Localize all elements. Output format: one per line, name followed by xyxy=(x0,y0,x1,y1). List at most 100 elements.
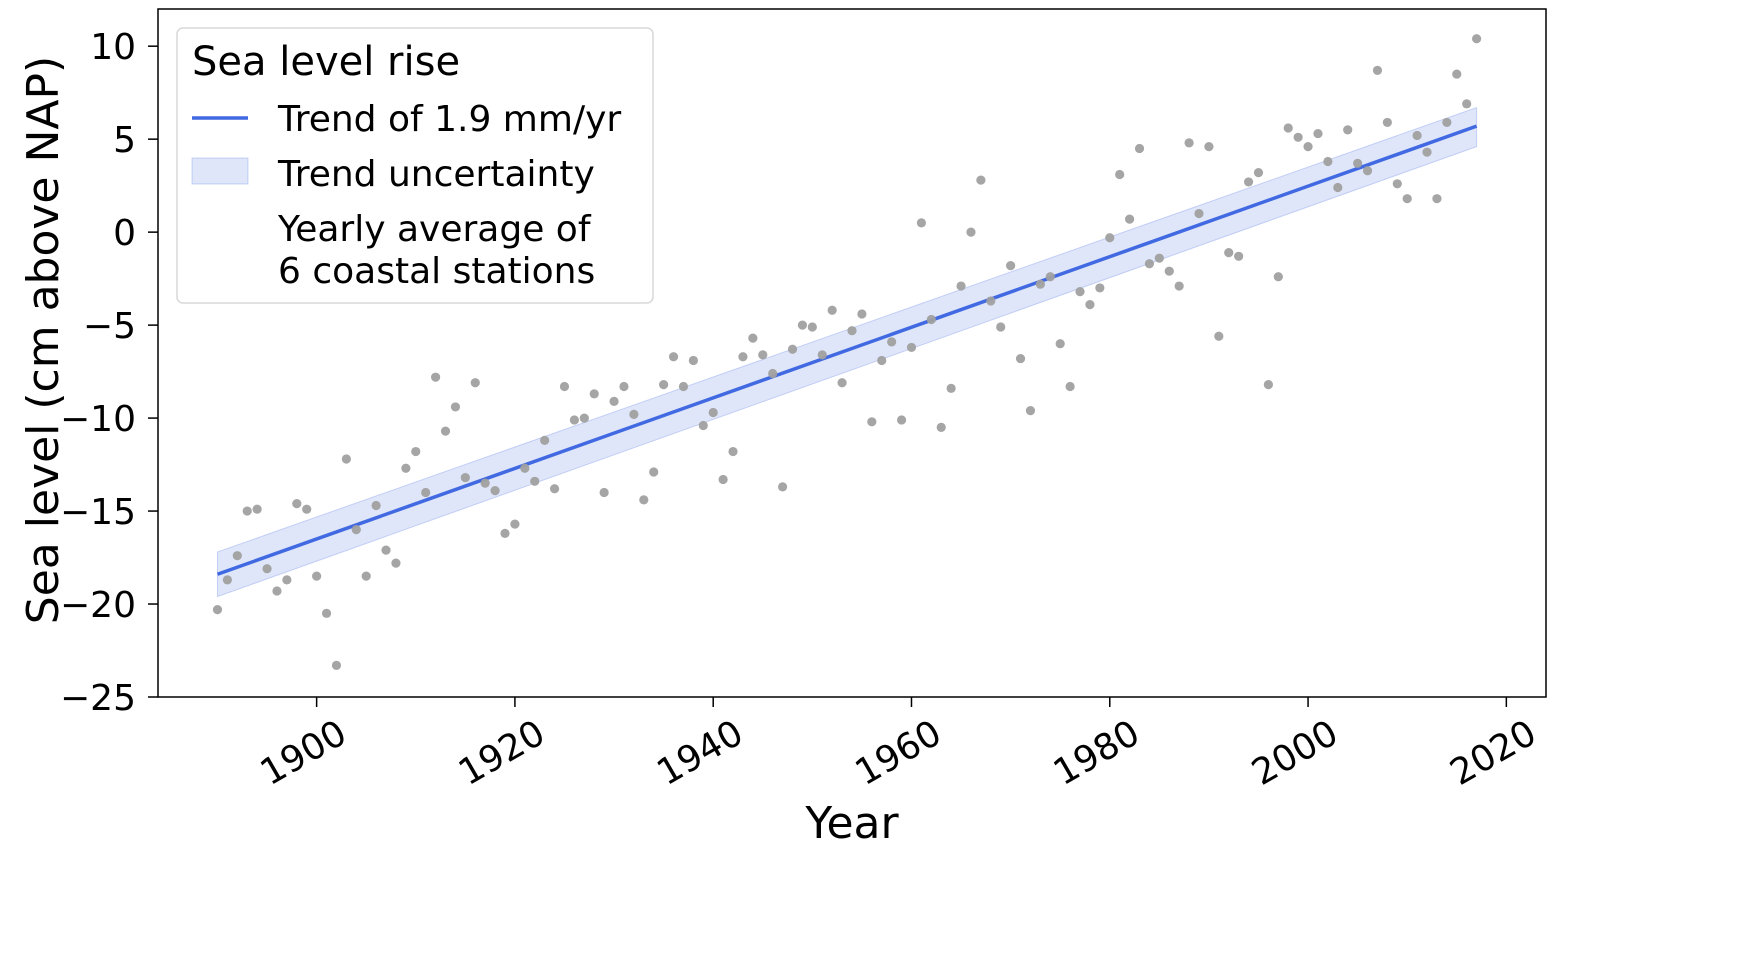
data-point xyxy=(1402,194,1412,204)
data-point xyxy=(817,350,827,360)
data-point xyxy=(1392,179,1402,189)
data-point xyxy=(797,320,808,330)
x-tick-label: 2000 xyxy=(1245,713,1345,794)
data-point xyxy=(1372,65,1383,75)
trend-line xyxy=(216,124,1478,576)
data-point xyxy=(986,296,996,306)
data-point xyxy=(956,281,966,291)
data-point xyxy=(996,322,1006,332)
data-point xyxy=(1164,266,1174,276)
data-point xyxy=(470,378,480,388)
data-point xyxy=(1283,123,1293,133)
y-axis-ticks: 10 5 0 −5 −10 −15 −20 −25 xyxy=(60,27,158,719)
data-point xyxy=(1412,130,1422,141)
data-point xyxy=(371,500,381,511)
data-point xyxy=(1422,147,1432,157)
data-point xyxy=(678,381,689,392)
x-tick-label: 1940 xyxy=(650,713,750,794)
data-point xyxy=(1045,272,1055,282)
data-point xyxy=(1382,117,1392,128)
data-point xyxy=(1442,117,1452,128)
data-point xyxy=(262,564,272,574)
data-point xyxy=(490,486,500,496)
data-point xyxy=(609,396,619,406)
y-tick-label: −5 xyxy=(83,306,136,347)
x-axis-label: Year xyxy=(804,798,899,849)
data-point xyxy=(1154,253,1164,263)
data-point xyxy=(619,381,629,392)
data-point xyxy=(867,417,877,427)
data-point xyxy=(381,545,391,555)
data-point xyxy=(807,322,817,332)
data-point xyxy=(906,342,917,353)
data-point xyxy=(569,415,580,425)
data-point xyxy=(976,175,986,185)
data-point xyxy=(926,314,936,325)
data-point xyxy=(649,467,659,477)
x-tick-label: 1960 xyxy=(849,713,949,794)
data-point xyxy=(827,305,837,315)
data-point xyxy=(331,660,342,670)
legend-points-label-line-2: 6 coastal stations xyxy=(278,251,595,292)
data-point xyxy=(1452,69,1462,79)
legend: Sea level rise Trend of 1.9 mm/yr Trend … xyxy=(176,27,654,304)
data-point xyxy=(787,344,798,354)
data-point xyxy=(1174,281,1184,291)
data-point xyxy=(946,383,956,393)
data-point xyxy=(579,413,589,423)
data-point xyxy=(460,472,470,483)
trend-uncertainty-band xyxy=(216,106,1478,598)
data-point xyxy=(728,446,738,457)
data-point xyxy=(1214,331,1224,341)
data-point xyxy=(847,326,857,336)
y-tick-label: 10 xyxy=(90,27,136,68)
data-point xyxy=(966,227,976,237)
data-point xyxy=(440,426,451,436)
data-point xyxy=(282,575,292,585)
data-point xyxy=(1243,177,1254,187)
data-point xyxy=(698,420,708,431)
data-point xyxy=(708,407,718,418)
legend-points-label-line-1: Yearly average of xyxy=(277,209,592,250)
legend-band-swatch xyxy=(191,157,249,185)
data-point xyxy=(639,495,649,505)
data-point xyxy=(738,352,748,362)
data-point xyxy=(421,487,431,498)
data-point xyxy=(401,463,411,473)
x-tick-label: 1980 xyxy=(1047,713,1147,794)
data-point xyxy=(778,482,788,492)
data-point xyxy=(1144,259,1155,269)
data-point xyxy=(341,454,351,464)
data-point xyxy=(668,352,679,362)
data-point xyxy=(629,409,639,419)
data-point xyxy=(450,402,461,412)
data-point xyxy=(351,525,361,535)
data-point xyxy=(312,571,322,581)
data-point xyxy=(1125,214,1135,224)
data-point xyxy=(936,422,946,432)
data-point xyxy=(599,487,609,498)
data-point xyxy=(1025,406,1036,416)
data-point xyxy=(242,506,252,516)
data-point xyxy=(896,415,907,425)
data-point xyxy=(1085,300,1095,310)
data-point xyxy=(1184,138,1194,148)
data-point xyxy=(718,474,728,485)
data-point xyxy=(530,476,540,486)
data-point xyxy=(1134,143,1145,154)
data-point xyxy=(222,575,232,585)
data-point xyxy=(1204,142,1214,152)
data-point xyxy=(302,504,312,514)
data-point xyxy=(1065,381,1075,392)
y-tick-label: −20 xyxy=(60,585,136,626)
data-point xyxy=(510,519,520,529)
data-point xyxy=(589,389,599,399)
x-tick-label: 1920 xyxy=(452,713,552,794)
data-point xyxy=(768,368,778,379)
data-point xyxy=(391,558,401,568)
data-point xyxy=(431,372,441,382)
data-point xyxy=(540,435,550,445)
plot-frame xyxy=(157,8,1547,698)
data-point xyxy=(688,355,698,366)
data-point xyxy=(252,504,262,514)
